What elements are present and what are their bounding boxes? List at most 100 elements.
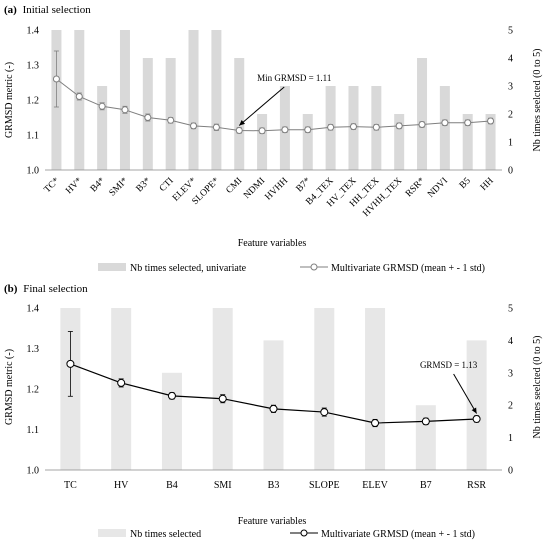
x-tick-a-19: HH [479,176,496,193]
bar-b-2 [161,372,182,470]
annotation-arrow-a [238,86,285,126]
legend-a-bar-swatch [98,263,126,271]
marker-a-12 [327,123,335,131]
y-tick-right-b-4: 4 [508,336,513,347]
y-tick-left-a-3: 1.3 [27,61,40,72]
marker-b-1 [117,378,126,387]
legend-b-bar-swatch [98,529,126,537]
y-tick-right-b-3: 3 [508,368,513,379]
y-tick-right-b-0: 0 [508,466,513,477]
y-tick-right-b-2: 2 [508,401,513,412]
x-tick-a-3: SMI* [108,176,131,199]
legend-a-line-label: Multivariate GRMSD (mean + - 1 std) [331,263,485,274]
marker-b-8 [472,414,481,423]
chart-b-legend: Nb times selected Multivariate GRMSD (me… [98,529,475,540]
marker-a-5 [167,116,175,124]
y-tick-right-a-3: 3 [508,82,513,93]
bar-a-15 [394,114,405,170]
marker-b-2 [167,391,176,400]
y-tick-right-b-5: 5 [508,304,513,315]
marker-b-3 [218,394,227,403]
marker-a-0 [52,75,60,83]
marker-a-11 [304,126,312,134]
bar-b-3 [212,308,233,470]
x-tick-a-11: B7* [295,176,313,194]
bar-a-16 [417,58,428,170]
bar-a-17 [439,86,450,170]
chart-a-xlabel: Feature variables [238,238,307,249]
bar-b-8 [466,340,487,470]
chart-b-title: (b) Final selection [4,283,88,295]
x-tick-b-1: HV [114,480,129,491]
legend-a-bar-label: Nb times selected, univariate [130,263,247,274]
marker-b-6 [371,419,380,428]
x-tick-a-17: NDVI [426,176,450,200]
chart-a-line [52,50,495,135]
x-tick-a-8: CMI [225,176,245,196]
annotation-text-b: GRMSD = 1.13 [420,360,478,370]
x-tick-b-5: SLOPE [309,480,340,491]
legend-b-bar-label: Nb times selected [130,529,201,540]
bar-a-9 [257,114,268,170]
bar-a-7 [211,30,222,170]
chart-b-ylabel-right: Nb times seelcted (0 to 5) [532,335,543,438]
bar-b-1 [111,308,132,470]
chart-b-line [66,331,481,428]
annotation-text-a: Min GRMSD = 1.11 [257,73,331,83]
x-tick-a-16: RSR* [404,176,427,199]
marker-b-4 [269,404,278,413]
y-tick-left-a-1: 1.1 [27,131,40,142]
x-tick-a-18: B5 [458,176,473,191]
x-tick-a-9: NDMI [242,176,267,201]
x-tick-a-1: HV* [64,176,84,196]
y-tick-left-b-1: 1.1 [27,425,40,436]
marker-b-5 [320,408,329,417]
x-tick-b-2: B4 [166,480,178,491]
bar-a-2 [97,86,108,170]
x-tick-a-2: B4* [89,176,107,194]
y-tick-left-a-2: 1.2 [27,96,40,107]
marker-a-4 [144,114,152,121]
bar-a-11 [302,114,313,170]
bar-b-7 [415,405,436,470]
chart-b-bars [60,308,487,470]
chart-b-ylabel-left: GRMSD metric (-) [4,349,15,425]
y-tick-right-a-1: 1 [508,138,513,149]
chart-b-axes: 1.0 1.1 1.2 1.3 1.4 0 1 2 3 4 5 TC HV B4 SMI B3 SLOPE ELE… [27,304,514,492]
y-tick-right-a-5: 5 [508,26,513,37]
bar-a-5 [165,58,176,170]
legend-b-line-marker [300,529,308,537]
x-tick-a-10: HVHH [264,176,291,203]
annotation-arrowhead-b [471,407,477,414]
y-tick-left-b-2: 1.2 [27,385,40,396]
annotation-arrow-b [453,373,478,414]
bar-b-6 [365,308,386,470]
y-tick-right-a-4: 4 [508,54,513,65]
marker-b-7 [421,417,430,426]
chart-a-legend: Nb times selected, univariate Multivaria… [98,263,485,274]
y-tick-right-b-1: 1 [508,433,513,444]
chart-b-title-text: Final selection [23,283,88,295]
y-tick-right-a-2: 2 [508,110,513,121]
marker-a-6 [190,122,198,130]
marker-a-1 [75,93,83,100]
marker-a-18 [464,119,472,127]
marker-b-0 [66,359,75,368]
y-tick-left-b-3: 1.3 [27,344,40,355]
x-tick-a-0: TC* [43,176,62,195]
marker-a-15 [395,122,403,130]
marker-a-10 [281,126,289,134]
x-tick-b-0: TC [64,480,77,491]
y-tick-left-b-0: 1.0 [27,466,40,477]
bar-a-8 [234,58,245,170]
legend-b-line-label: Multivariate GRMSD (mean + - 1 std) [321,529,475,540]
chart-b-annotation: GRMSD = 1.13 [420,360,478,414]
y-tick-right-a-0: 0 [508,166,513,177]
chart-a-title: (a) Initial selection [4,4,91,16]
marker-a-2 [98,102,106,110]
x-tick-b-7: B7 [420,480,432,491]
marker-a-17 [441,119,449,127]
chart-a-bars [51,30,496,170]
marker-a-9 [258,127,266,135]
